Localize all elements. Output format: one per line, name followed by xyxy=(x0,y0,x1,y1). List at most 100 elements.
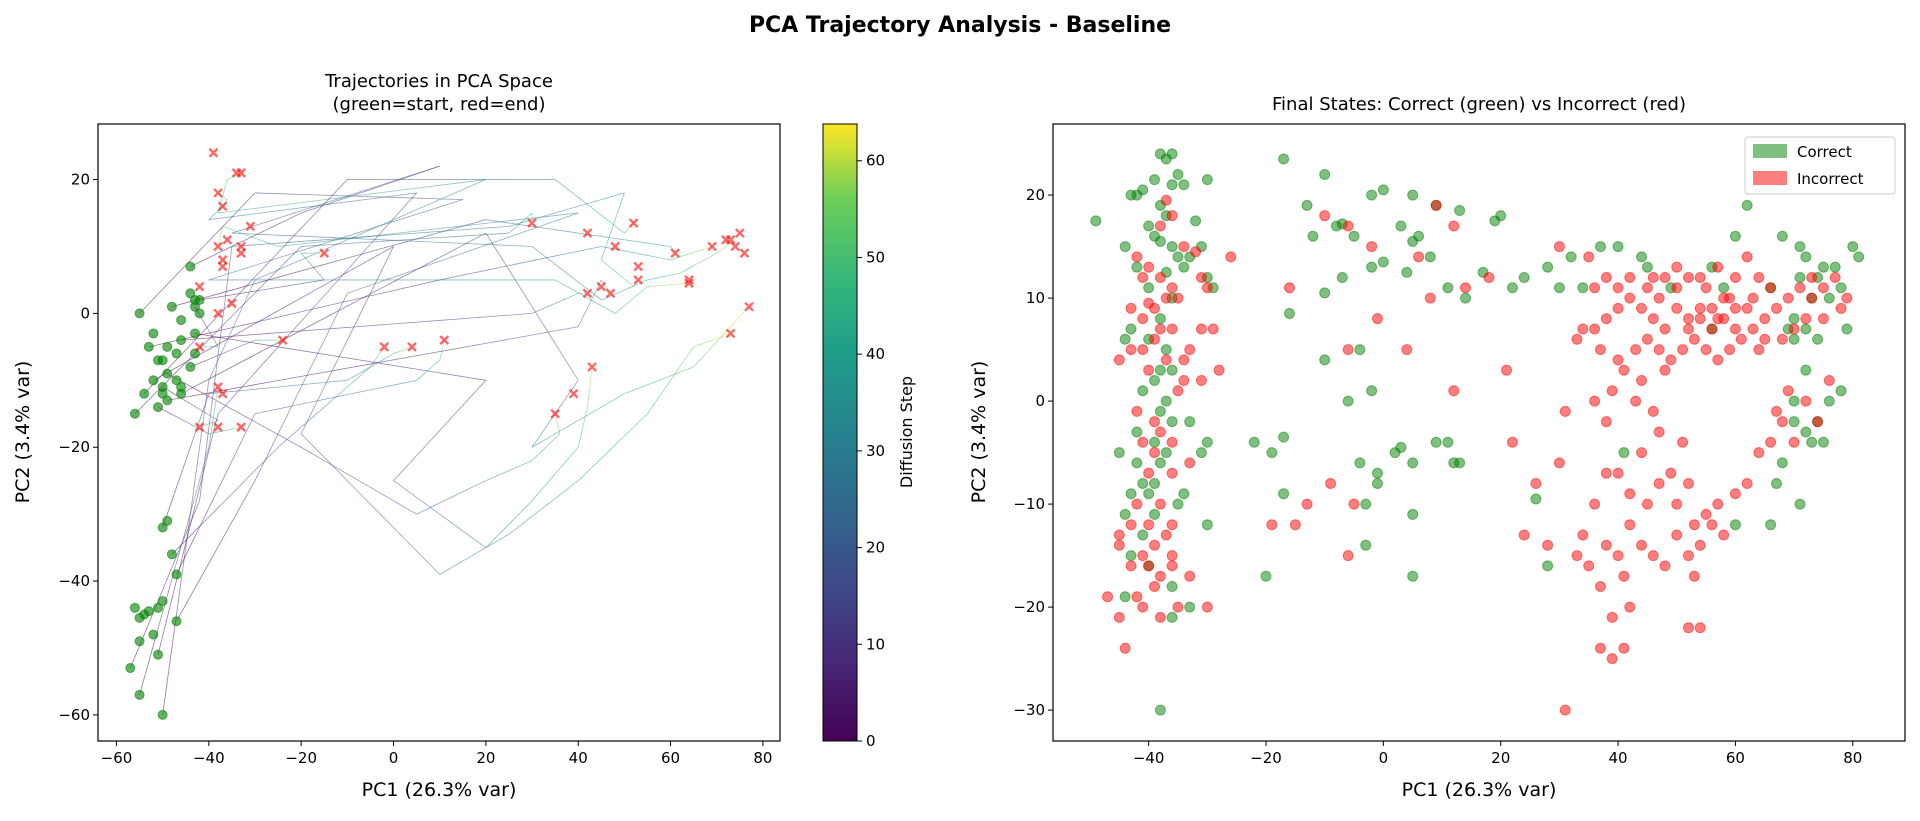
trajectory-segment xyxy=(405,236,458,241)
start-point xyxy=(162,368,173,379)
trajectory-segment xyxy=(208,212,261,221)
correct-point xyxy=(1166,148,1178,160)
start-point xyxy=(171,569,182,580)
trajectory-segment xyxy=(199,294,231,301)
incorrect-point xyxy=(1694,302,1706,314)
trajectory-segment xyxy=(370,231,440,237)
trajectory-segment xyxy=(595,446,614,465)
trajectory-segment xyxy=(231,215,284,234)
incorrect-point xyxy=(1729,302,1741,314)
left-x-tick-label: −20 xyxy=(285,749,317,767)
incorrect-point xyxy=(1671,529,1683,541)
correct-point xyxy=(1278,431,1290,443)
incorrect-point xyxy=(1729,488,1741,500)
incorrect-point xyxy=(1166,436,1178,448)
trajectory-segment xyxy=(617,272,626,281)
correct-point xyxy=(1430,436,1442,448)
incorrect-point xyxy=(1178,374,1190,386)
correct-point xyxy=(1530,493,1542,505)
trajectory-segment xyxy=(531,306,556,344)
trajectory-segment xyxy=(631,292,640,301)
left-x-tick-label: 60 xyxy=(661,749,680,767)
correct-point xyxy=(1407,189,1419,201)
correct-point xyxy=(1119,241,1131,253)
trajectory-segment xyxy=(198,500,226,528)
end-point-x-marker xyxy=(194,341,205,352)
trajectory-segment xyxy=(222,195,226,199)
trajectory-segment xyxy=(439,405,464,431)
trajectory-segment xyxy=(497,470,510,477)
start-point xyxy=(194,294,205,305)
colorbar-tick-label: 60 xyxy=(866,152,885,170)
trajectory-segment xyxy=(335,189,371,202)
trajectory-segment xyxy=(439,563,458,575)
end-point-x-marker xyxy=(194,281,205,292)
end-point-x-marker xyxy=(628,218,639,228)
start-point xyxy=(185,361,196,372)
correct-point xyxy=(1360,498,1372,510)
incorrect-point xyxy=(1119,642,1131,654)
trajectory-segment xyxy=(409,232,487,274)
incorrect-point xyxy=(1770,302,1782,314)
incorrect-point xyxy=(1401,344,1413,356)
trajectory-segment xyxy=(531,307,544,314)
incorrect-point xyxy=(1759,313,1771,325)
incorrect-point xyxy=(1448,220,1460,232)
trajectory-segment xyxy=(173,460,187,495)
correct-point xyxy=(1149,374,1161,386)
correct-point xyxy=(1395,220,1407,232)
trajectory-segment xyxy=(526,507,544,522)
correct-point xyxy=(1154,405,1166,417)
incorrect-point xyxy=(1225,251,1237,263)
trajectory-segment xyxy=(580,427,584,438)
left-title-line2: (green=start, red=end) xyxy=(333,94,546,115)
colorbar-gradient xyxy=(822,123,858,742)
incorrect-point xyxy=(1154,570,1166,582)
incorrect-point xyxy=(1553,457,1565,469)
trajectory-segment xyxy=(624,239,671,247)
right-y-tick-label: 0 xyxy=(1035,392,1045,410)
end-point-x-marker xyxy=(231,168,242,178)
left-x-tick-label: 80 xyxy=(753,749,772,767)
correct-point xyxy=(1154,364,1166,376)
correct-point xyxy=(1770,477,1782,489)
end-point-x-marker xyxy=(213,308,223,319)
right-axes-frame xyxy=(1052,123,1906,742)
trajectory-segment xyxy=(187,473,204,535)
trajectory-segment xyxy=(254,254,313,281)
correct-point xyxy=(1336,271,1348,283)
incorrect-point xyxy=(1195,271,1207,283)
trajectory-segment xyxy=(557,423,559,429)
colorbar-tick-label: 50 xyxy=(866,248,885,266)
trajectory-segment xyxy=(167,373,201,393)
trajectory-segment xyxy=(422,369,429,376)
trajectory-segment xyxy=(599,304,616,314)
incorrect-point xyxy=(1184,344,1196,356)
incorrect-point xyxy=(1712,261,1724,273)
figure-title: PCA Trajectory Analysis - Baseline xyxy=(749,13,1171,38)
incorrect-point xyxy=(1765,282,1777,294)
end-point-x-marker xyxy=(587,362,597,372)
trajectory-segment xyxy=(257,313,334,354)
trajectory-segment xyxy=(171,284,251,308)
trajectory-segment xyxy=(224,473,252,502)
start-point xyxy=(189,348,200,359)
trajectory-segment xyxy=(676,366,694,374)
correct-point xyxy=(1154,704,1166,716)
trajectory-segment xyxy=(372,344,476,364)
start-point xyxy=(166,301,177,312)
start-point xyxy=(153,402,164,413)
end-point-x-marker xyxy=(208,147,219,158)
correct-point xyxy=(1278,153,1290,165)
incorrect-point xyxy=(1671,261,1683,273)
trajectory-segment xyxy=(215,309,225,374)
incorrect-point xyxy=(1647,405,1659,417)
trajectory-segment xyxy=(641,379,660,388)
trajectory-segment xyxy=(329,463,360,482)
trajectory-segment xyxy=(335,219,400,241)
trajectory-segment xyxy=(215,453,236,495)
trajectory-segment xyxy=(176,534,197,575)
incorrect-point xyxy=(1647,271,1659,283)
incorrect-point xyxy=(1530,477,1542,489)
trajectory-segment xyxy=(225,192,256,224)
